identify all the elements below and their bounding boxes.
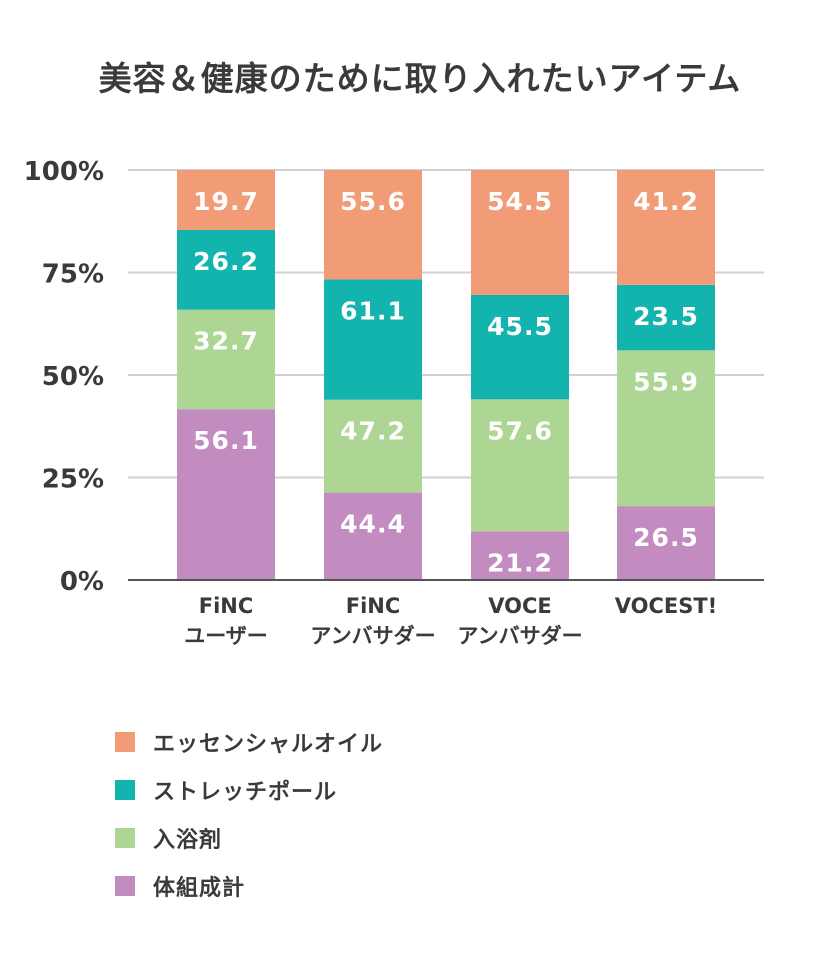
bar-segment (471, 399, 569, 532)
data-label: 57.6 (487, 416, 553, 445)
y-tick-label: 75% (42, 260, 104, 290)
legend-swatch (115, 732, 135, 752)
bar-segment (324, 279, 422, 400)
legend-item: エッセンシャルオイル (115, 718, 383, 766)
data-label: 54.5 (487, 187, 553, 216)
legend-swatch (115, 828, 135, 848)
data-label: 26.2 (193, 247, 259, 276)
data-label: 21.2 (487, 548, 553, 577)
data-label: 26.5 (633, 523, 699, 552)
x-tick-label: FiNC (199, 594, 254, 618)
data-label: 55.6 (340, 187, 406, 216)
data-label: 45.5 (487, 312, 553, 341)
data-label: 47.2 (340, 417, 406, 446)
legend-swatch (115, 876, 135, 896)
x-tick-label: FiNC (346, 594, 401, 618)
bar-segment (177, 229, 275, 310)
bar-segment (471, 294, 569, 400)
legend: エッセンシャルオイル ストレッチポール 入浴剤体組成計 (115, 718, 383, 910)
y-tick-label: 100% (24, 157, 104, 187)
data-label: 32.7 (193, 327, 259, 356)
legend-label: 入浴剤 (153, 828, 223, 853)
bar-segment (324, 492, 422, 580)
y-tick-label: 25% (42, 465, 104, 495)
data-label: 44.4 (340, 510, 406, 539)
data-label: 41.2 (633, 187, 699, 216)
data-label: 61.1 (340, 296, 406, 325)
legend-label: エッセンシャルオイル (153, 732, 384, 757)
data-label: 55.9 (633, 367, 699, 396)
legend-swatch (115, 780, 135, 800)
data-label: 56.1 (193, 426, 259, 455)
bar-segment (177, 170, 275, 230)
x-tick-label: VOCEST! (615, 594, 718, 618)
x-tick-label: アンバサダー (457, 624, 582, 648)
bar-segment (617, 284, 715, 351)
data-label: 23.5 (633, 302, 699, 331)
bar-segment (471, 531, 569, 580)
data-label: 19.7 (193, 187, 259, 216)
y-tick-label: 50% (42, 362, 104, 392)
bar-segment (617, 350, 715, 507)
legend-label: ストレッチポール (153, 780, 338, 805)
legend-label: 体組成計 (153, 876, 246, 901)
stacked-bar-chart: 56.1 32.7 26.2 19.7 44.4 47.2 61.1 55.6 21.2 57.6… (24, 157, 764, 648)
bar-segment (177, 309, 275, 410)
legend-item: ストレッチポール (115, 766, 383, 814)
bar-segment (324, 399, 422, 493)
bar-segment (617, 506, 715, 580)
x-tick-label: ユーザー (184, 624, 268, 648)
bar-segment (177, 409, 275, 580)
x-tick-label: アンバサダー (310, 624, 435, 648)
x-tick-label: VOCE (488, 594, 552, 618)
bar-segment (324, 170, 422, 280)
chart-title: 美容＆健康のために取り入れたいアイテム (98, 59, 742, 98)
bar-segment (471, 170, 569, 295)
y-tick-label: 0% (60, 567, 104, 597)
legend-item: 体組成計 (115, 862, 383, 910)
bar-segment (617, 170, 715, 285)
legend-item: 入浴剤 (115, 814, 383, 862)
